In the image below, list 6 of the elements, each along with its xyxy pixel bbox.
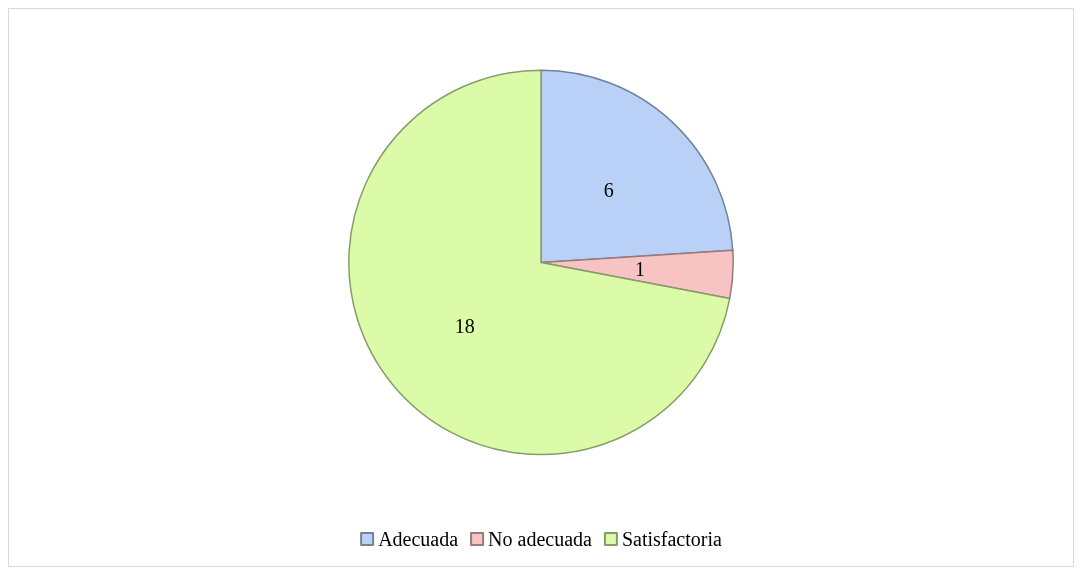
data-label: 6	[603, 179, 614, 202]
legend-label: Adecuada	[378, 528, 459, 550]
legend-label: Satisfactoria	[621, 528, 722, 550]
data-label: 18	[454, 314, 475, 337]
legend-label: No adecuada	[488, 528, 593, 550]
data-label: 1	[634, 257, 645, 280]
